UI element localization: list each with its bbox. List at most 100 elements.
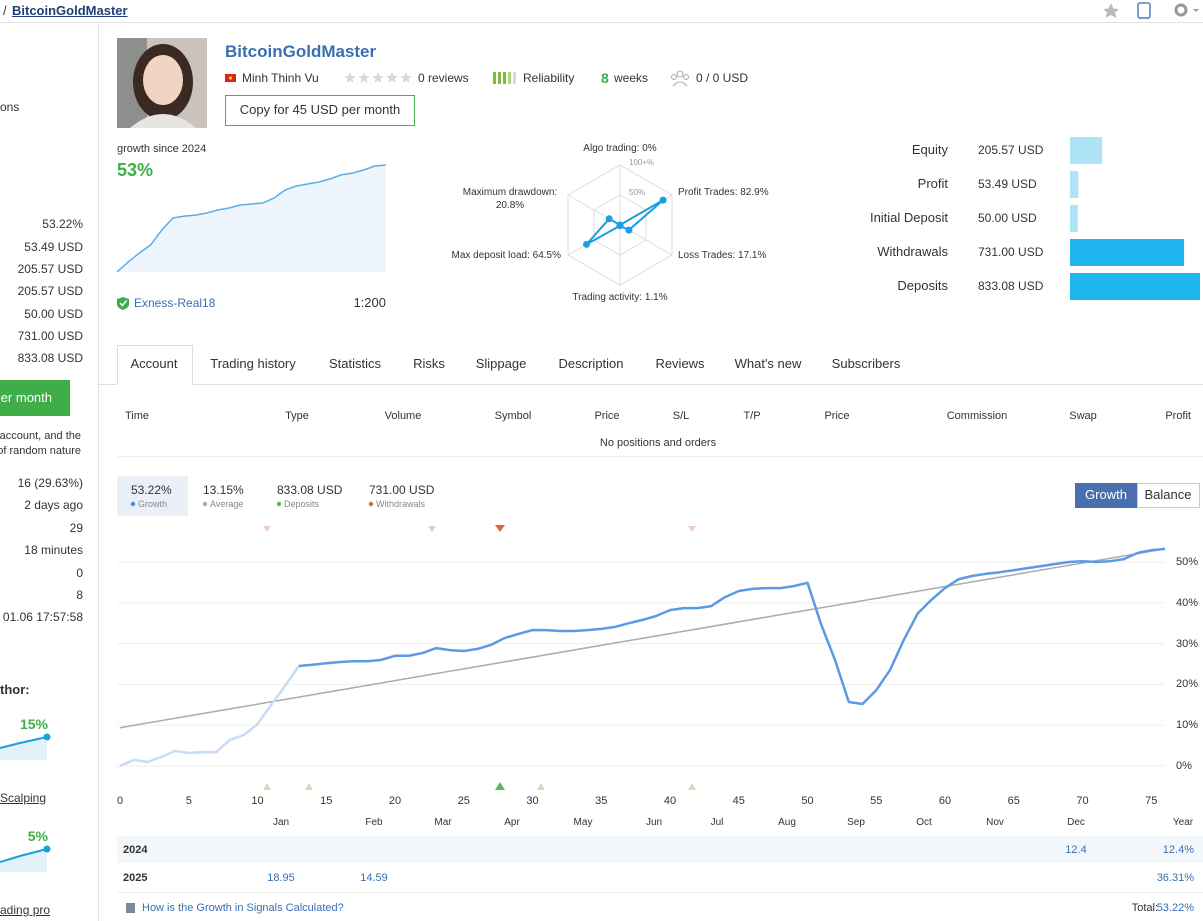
sidebar-note: of random nature [0, 445, 81, 457]
tab[interactable]: What's new [734, 356, 802, 371]
growth-button-bg[interactable] [1075, 483, 1137, 508]
radar-label: Trading activity: 1.1% [572, 292, 668, 303]
summary-label: Deposits [284, 499, 320, 509]
signal-title: BitcoinGoldMaster [225, 42, 377, 61]
sidebar-stat: 0 [76, 566, 83, 580]
summary-label: Withdrawals [376, 499, 426, 509]
subscribers: 0 / 0 USD [696, 71, 749, 85]
bookmark-icon[interactable] [1137, 2, 1151, 19]
balance-value: 833.08 USD [978, 279, 1044, 293]
radar-shape [585, 199, 664, 246]
balance-label: Equity [911, 142, 948, 157]
balance-value: 731.00 USD [978, 245, 1044, 259]
rating-star [358, 72, 370, 83]
copy-button-frame[interactable] [225, 95, 415, 126]
sidebar-stat: 16 (29.63%) [17, 476, 83, 490]
balance-button[interactable]: Balance [1144, 487, 1192, 502]
year-total: 12.4% [1162, 844, 1194, 856]
balance-label: Deposits [897, 278, 948, 293]
radar-scale-label: 50% [629, 188, 646, 197]
radar-label: Algo trading: 0% [583, 143, 657, 154]
month-label: Year [1172, 817, 1194, 828]
tab[interactable]: Subscribers [831, 356, 901, 371]
balance-bar [1070, 205, 1078, 232]
x-tick-label: 50 [801, 795, 814, 807]
rating-star [386, 72, 398, 83]
sidebar-value: 53.49 USD [24, 240, 83, 254]
x-tick-label: 35 [595, 795, 608, 807]
weeks-value: 8 [601, 70, 609, 86]
breadcrumb-link[interactable]: BitcoinGoldMaster [12, 3, 128, 18]
tab[interactable]: Account [130, 356, 178, 371]
balance-label: Profit [917, 176, 948, 191]
x-tick-label: 25 [457, 795, 470, 807]
balance-button-bg[interactable] [1137, 483, 1200, 508]
y-tick-label: 30% [1176, 637, 1199, 650]
other-signal-name[interactable]: ading pro [0, 903, 51, 917]
other-signal-growth: 5% [27, 828, 48, 844]
reliability-icon [493, 72, 516, 84]
sidebar-note: account, and the [0, 430, 81, 442]
x-tick-label: 10 [251, 795, 264, 807]
sidebar-stat: 01.06 17:57:58 [2, 610, 83, 624]
month-growth: 12.4 [1065, 844, 1087, 856]
month-label: Sep [847, 817, 865, 828]
breadcrumb-separator: / [3, 3, 7, 18]
balance-label: Initial Deposit [869, 210, 948, 225]
month-label: Aug [778, 817, 796, 828]
tab[interactable]: Reviews [655, 356, 705, 371]
mini-chart-area [0, 737, 47, 760]
verified-check [119, 300, 128, 307]
summary-dot [130, 501, 136, 507]
column-header: Time [125, 410, 150, 422]
y-tick-label: 50% [1176, 556, 1199, 568]
year-label: 2024 [123, 844, 148, 856]
sidebar-value: 205.57 USD [17, 284, 83, 298]
sidebar-stat: 2 days ago [24, 498, 83, 512]
sidebar-heading: thor: [0, 682, 30, 697]
rating-star [372, 72, 384, 83]
balance-bar [1070, 273, 1200, 300]
reviews-link[interactable]: 0 reviews [418, 71, 469, 85]
tab[interactable]: Slippage [475, 356, 527, 371]
growth-value: 53% [117, 160, 154, 180]
tab[interactable]: Description [558, 356, 624, 371]
growth-button[interactable]: Growth [1085, 487, 1127, 502]
avatar [117, 38, 207, 128]
sidebar-value: 205.57 USD [17, 262, 83, 276]
column-header: Swap [1069, 410, 1097, 422]
radar-point [605, 215, 613, 223]
tab[interactable]: Statistics [328, 356, 382, 371]
tab[interactable]: Trading history [210, 356, 296, 371]
sidebar-stat: 29 [69, 521, 83, 535]
tab[interactable]: Risks [413, 356, 445, 371]
radar-label: Profit Trades: 82.9% [678, 187, 769, 198]
sidebar-value: 731.00 USD [17, 329, 83, 343]
summary-dot [202, 501, 208, 507]
server-link[interactable]: Exness-Real18 [134, 296, 216, 310]
help-link[interactable]: How is the Growth in Signals Calculated? [142, 902, 344, 914]
x-tick-label: 20 [388, 795, 402, 807]
selected-box-bg [117, 476, 188, 516]
copy-button[interactable]: Copy for 45 USD per month [239, 102, 401, 117]
month-label: Jun [645, 817, 663, 828]
settings-icon[interactable] [1174, 3, 1188, 17]
spark-line [116, 164, 387, 273]
leverage: 1:200 [353, 295, 386, 310]
other-signal-name[interactable]: Scalping [0, 791, 47, 805]
column-header: Price [824, 410, 850, 422]
subscribe-button-bg[interactable] [0, 380, 70, 416]
growth-line [298, 547, 1166, 706]
month-label: Mar [434, 817, 452, 828]
y-tick-label: 10% [1176, 719, 1199, 732]
radar-point [583, 240, 590, 248]
radar-label: Max deposit load: 64.5% [451, 250, 561, 261]
month-label: Oct [916, 817, 932, 828]
mini-chart-dot [43, 845, 51, 853]
mini-chart-line [0, 736, 48, 749]
favorite-icon[interactable] [1103, 3, 1119, 18]
subscribe-button[interactable]: er month [0, 390, 52, 405]
spark-area [117, 165, 386, 272]
rating-stars [344, 72, 412, 83]
